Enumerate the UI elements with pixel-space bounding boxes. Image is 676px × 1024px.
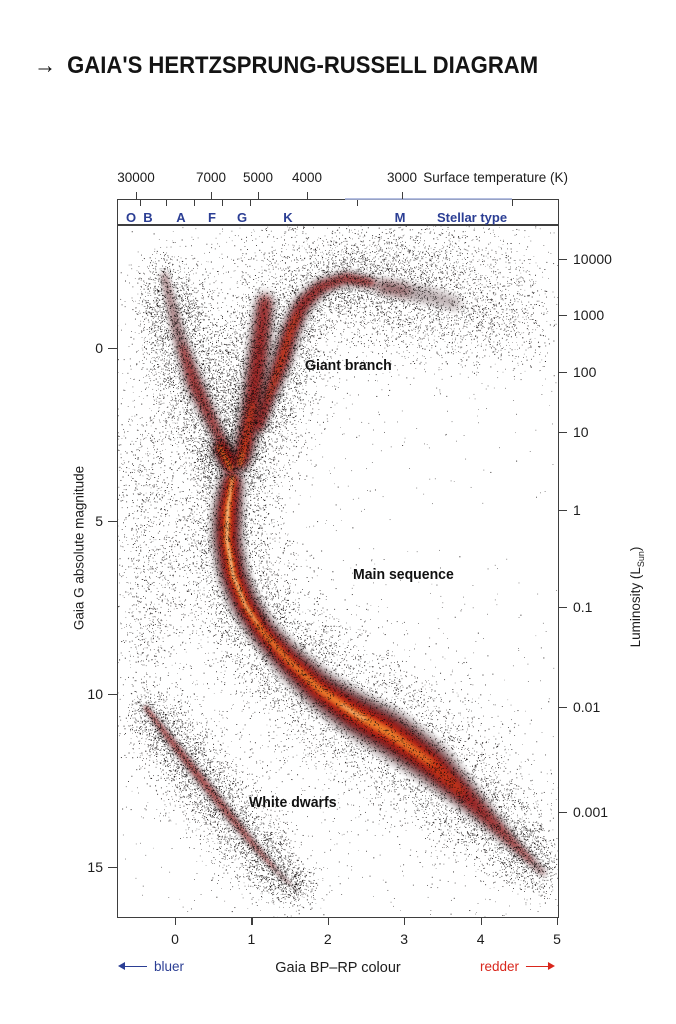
x-axis-tick — [175, 918, 177, 925]
temperature-tick — [211, 192, 213, 199]
stellar-type-divider-tick — [250, 200, 252, 206]
temperature-tick-label: 5000 — [242, 170, 274, 185]
y-axis-tick-label-left: 5 — [95, 513, 103, 529]
luminosity-sun-subscript: Sun — [635, 551, 646, 568]
temperature-tick-label: 3000 — [386, 170, 418, 185]
stellar-type-band — [117, 199, 559, 225]
redder-direction-label: redder — [480, 959, 560, 974]
y-axis-tick-right — [558, 707, 567, 709]
y-axis-tick-label-right: 0.001 — [573, 804, 609, 820]
annotation-white-dwarfs: White dwarfs — [249, 795, 337, 811]
annotation-main-sequence: Main sequence — [353, 567, 454, 583]
stellar-type-letter-F: F — [208, 210, 216, 225]
y-axis-tick-left — [108, 348, 117, 350]
band-highlight-line — [345, 198, 512, 200]
y-axis-tick-right — [558, 259, 567, 261]
x-axis-tick — [327, 918, 329, 925]
temperature-tick — [258, 192, 260, 199]
x-axis-tick — [404, 918, 406, 925]
x-axis-tick — [557, 918, 559, 925]
y-axis-title-right: Luminosity (LSun) — [628, 546, 646, 648]
bluer-direction-label: bluer — [113, 959, 184, 974]
temperature-tick-label: 4000 — [291, 170, 323, 185]
x-axis-tick-label: 3 — [400, 931, 409, 947]
x-axis-tick-label: 0 — [171, 931, 179, 947]
y-axis-tick-left — [108, 867, 117, 869]
y-axis-tick-label-left: 15 — [87, 859, 103, 875]
temperature-tick-label: 30000 — [117, 170, 155, 185]
x-axis-tick — [480, 918, 482, 925]
stellar-type-divider-tick — [512, 200, 514, 206]
stellar-type-divider-tick — [166, 200, 168, 206]
plot-area — [117, 225, 559, 918]
x-axis-tick-label: 1 — [247, 931, 256, 947]
bluer-arrow-icon — [118, 963, 147, 970]
temperature-tick-label: 7000 — [195, 170, 227, 185]
x-axis-title: Gaia BP–RP colour — [275, 960, 401, 976]
redder-arrow-icon — [526, 963, 555, 970]
y-axis-tick-label-right: 1 — [573, 502, 581, 518]
y-axis-tick-right — [558, 812, 567, 814]
stellar-type-label: Stellar type — [437, 210, 508, 225]
y-axis-tick-left — [108, 521, 117, 523]
stellar-type-letter-A: A — [176, 210, 186, 225]
y-axis-tick-label-right: 10 — [573, 424, 589, 440]
y-axis-tick-label-right: 1000 — [573, 307, 605, 323]
y-axis-tick-right — [558, 315, 567, 317]
x-axis-tick-label: 2 — [323, 931, 332, 947]
y-axis-title-left: Gaia G absolute magnitude — [71, 465, 87, 631]
stellar-type-divider-tick — [140, 200, 142, 206]
y-axis-tick-label-right: 10000 — [573, 251, 612, 267]
stellar-type-letter-K: K — [283, 210, 293, 225]
y-axis-tick-right — [558, 607, 567, 609]
stellar-type-letter-B: B — [143, 210, 153, 225]
stellar-type-letter-M: M — [394, 210, 406, 225]
y-axis-tick-label-right: 0.1 — [573, 599, 593, 615]
stellar-type-divider-tick — [357, 200, 359, 206]
y-axis-tick-right — [558, 510, 567, 512]
annotation-giant-branch: Giant branch — [305, 358, 392, 374]
y-axis-tick-label-left: 0 — [95, 340, 103, 356]
stellar-type-divider-tick — [222, 200, 224, 206]
y-axis-tick-right — [558, 372, 567, 374]
x-axis-tick-label: 4 — [476, 931, 485, 947]
y-axis-tick-label-right: 100 — [573, 364, 597, 380]
stellar-type-letter-O: O — [125, 210, 137, 225]
y-axis-tick-right — [558, 432, 567, 434]
temperature-tick — [307, 192, 309, 199]
temperature-tick — [402, 192, 404, 199]
y-axis-tick-left — [108, 694, 117, 696]
y-axis-tick-label-right: 0.01 — [573, 699, 601, 715]
stellar-type-letter-G: G — [236, 210, 248, 225]
x-axis-tick — [251, 918, 253, 925]
temperature-tick — [136, 192, 138, 199]
x-axis-tick-label: 5 — [553, 931, 561, 947]
y-axis-tick-label-left: 10 — [87, 686, 103, 702]
stellar-type-divider-tick — [194, 200, 196, 206]
top-axis-title: Surface temperature (K) — [423, 170, 568, 185]
